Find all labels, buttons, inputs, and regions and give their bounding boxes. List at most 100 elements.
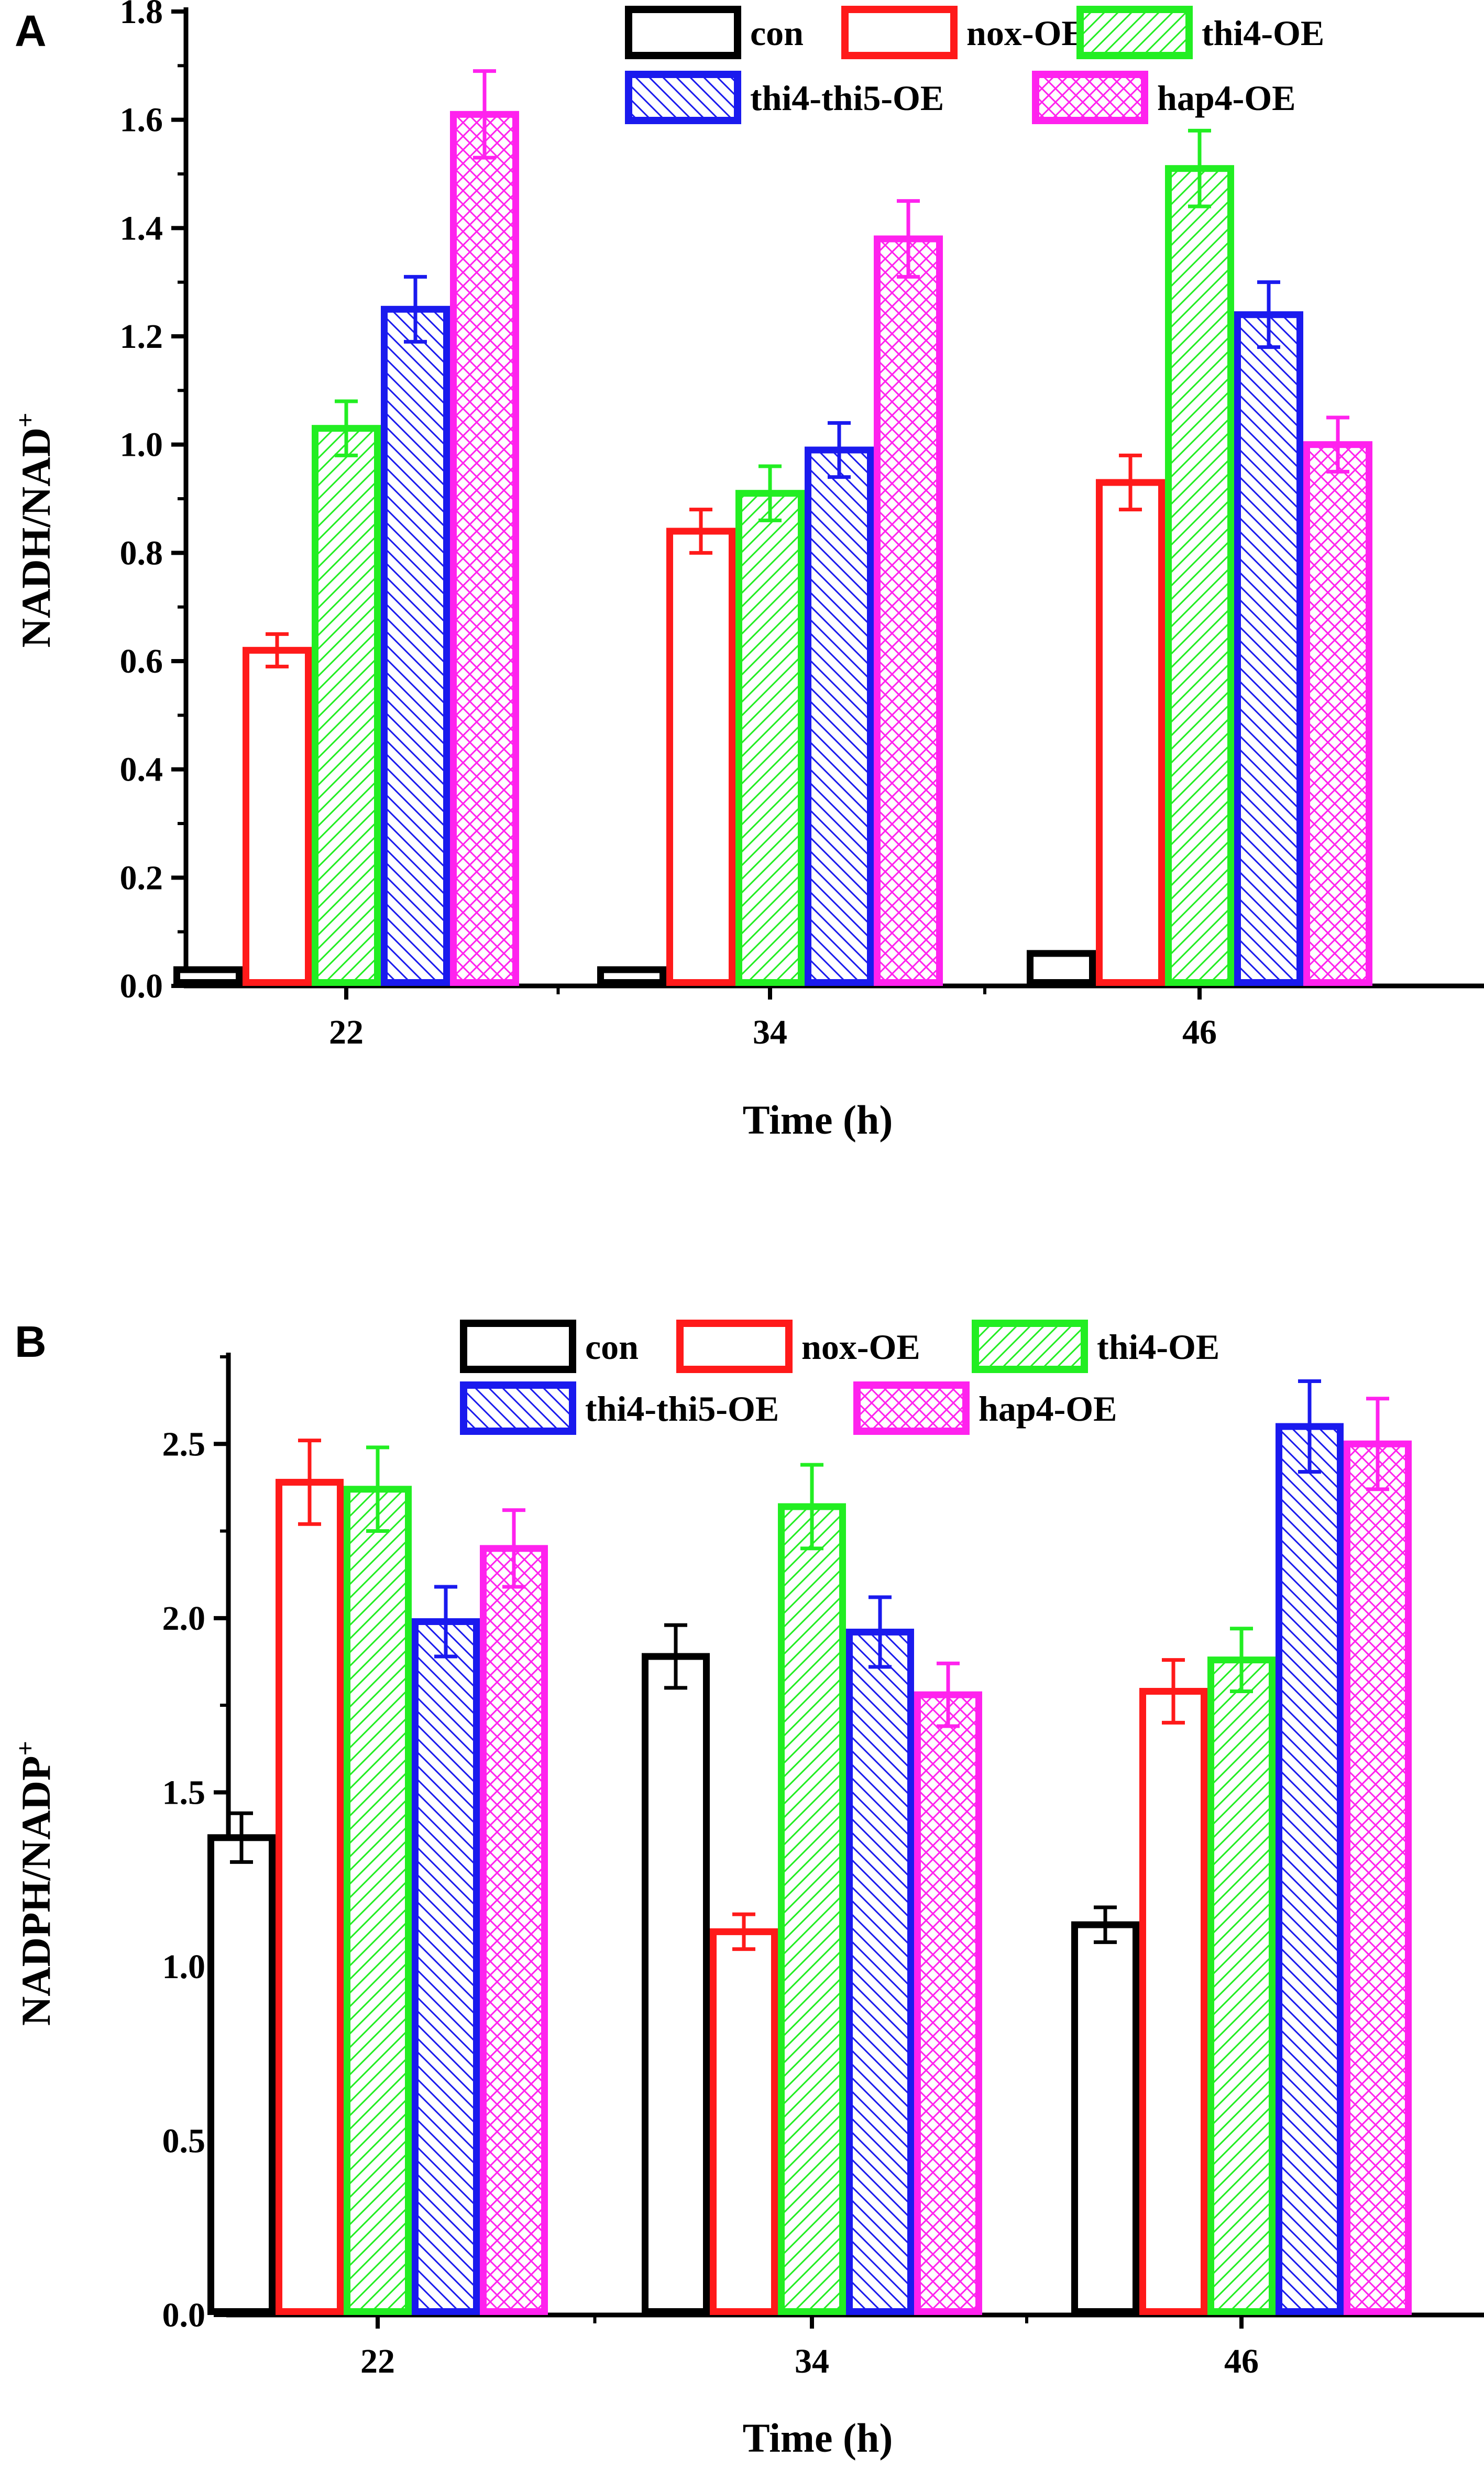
y-tick-label: 1.0 <box>120 426 163 464</box>
error-bar-hap4-OE-34 <box>937 1661 960 1728</box>
legend-swatch-thi4-thi5-OE <box>460 1381 576 1435</box>
bar-nox-OE-22 <box>243 646 312 986</box>
error-bar-con-22 <box>230 1811 253 1864</box>
bar-thi4-thi5-OE-46 <box>1276 1423 1344 2315</box>
y-tick-label: 2.5 <box>162 1425 206 1463</box>
error-bar-nox-OE-22 <box>266 632 289 668</box>
error-bar-thi4-thi5-OE-46 <box>1257 280 1280 349</box>
bar-con-46 <box>1027 950 1096 986</box>
bar-hap4-OE-22 <box>480 1545 548 2315</box>
panel-a-y-axis-title-sup: + <box>10 413 40 428</box>
legend-label-hap4-OE: hap4-OE <box>979 1389 1117 1429</box>
bar-thi4-thi5-OE-22 <box>381 305 450 986</box>
y-tick-label: 0.6 <box>120 642 163 681</box>
error-bar-thi4-OE-46 <box>1188 128 1211 209</box>
panel-a-y-axis-title-main: NADH/NAD <box>13 427 59 648</box>
legend-label-thi4-thi5-OE: thi4-thi5-OE <box>750 78 944 118</box>
panel-letter-b: B <box>15 1317 47 1366</box>
bar-thi4-OE-22 <box>312 425 381 986</box>
y-tick-label: 0.4 <box>120 751 163 789</box>
bar-con-34 <box>597 966 666 986</box>
error-bar-nox-OE-34 <box>732 1912 755 1951</box>
bar-hap4-OE-46 <box>1344 1440 1412 2315</box>
legend-label-nox-OE: nox-OE <box>801 1327 920 1367</box>
error-bar-nox-OE-46 <box>1162 1658 1185 1725</box>
error-bar-hap4-OE-46 <box>1366 1397 1389 1491</box>
error-bar-thi4-thi5-OE-22 <box>404 275 427 344</box>
error-bar-nox-OE-22 <box>298 1439 321 1526</box>
y-tick-label: 0.5 <box>162 2122 206 2160</box>
error-bar-hap4-OE-22 <box>473 69 496 160</box>
panel-a-legend: con nox-OE thi4-OE thi4-thi5-OE hap4-OE <box>625 6 1324 124</box>
y-tick-label: 1.6 <box>120 101 163 139</box>
panel-a-x-axis-title: Time (h) <box>743 1097 893 1143</box>
y-tick-label: 1.4 <box>120 209 163 247</box>
legend-swatch-thi4-thi5-OE <box>625 71 741 124</box>
bar-nox-OE-46 <box>1139 1687 1207 2315</box>
legend-label-con: con <box>585 1327 639 1367</box>
bar-thi4-OE-22 <box>344 1486 412 2316</box>
error-bar-con-34 <box>664 1623 687 1690</box>
panel-a-bars <box>173 69 1372 986</box>
error-bar-thi4-OE-22 <box>366 1445 389 1533</box>
legend-label-thi4-OE: thi4-OE <box>1097 1327 1219 1367</box>
bar-thi4-OE-34 <box>778 1503 846 2315</box>
panel-letter-a: A <box>15 6 47 56</box>
error-bar-thi4-OE-34 <box>759 464 782 522</box>
panel-b-y-axis-title-main: NADPH/NADP <box>13 1755 59 2026</box>
y-tick-label: 0.0 <box>120 967 163 1005</box>
error-bar-nox-OE-34 <box>689 508 712 555</box>
bar-thi4-thi5-OE-34 <box>805 446 874 986</box>
bar-thi4-OE-46 <box>1165 165 1234 986</box>
x-tick-label: 34 <box>753 1013 787 1051</box>
panel-b-bars <box>207 1379 1412 2316</box>
y-tick-label: 2.0 <box>162 1599 206 1638</box>
error-bar-thi4-OE-46 <box>1230 1627 1253 1693</box>
bar-con-34 <box>642 1653 710 2316</box>
error-bar-thi4-OE-34 <box>800 1463 823 1551</box>
legend-label-thi4-thi5-OE: thi4-thi5-OE <box>585 1389 779 1429</box>
panel-a-y-axis-title: NADH/NAD+ <box>10 413 59 648</box>
bar-con-22 <box>207 1834 276 2315</box>
bar-nox-OE-22 <box>276 1478 344 2315</box>
y-tick-label: 0.0 <box>162 2296 206 2334</box>
bar-nox-OE-34 <box>666 528 735 986</box>
legend-label-thi4-OE: thi4-OE <box>1202 13 1324 53</box>
x-tick-label: 22 <box>329 1013 364 1051</box>
legend-swatch-con <box>625 6 741 59</box>
y-tick-label: 0.2 <box>120 859 163 897</box>
y-tick-label: 1.8 <box>120 0 163 31</box>
panel-b-y-axis-title: NADPH/NADP+ <box>10 1741 59 2026</box>
legend-label-hap4-OE: hap4-OE <box>1157 78 1296 118</box>
error-bar-thi4-thi5-OE-34 <box>828 421 851 479</box>
error-bar-thi4-thi5-OE-22 <box>434 1585 457 1659</box>
legend-swatch-hap4-OE <box>1032 71 1148 124</box>
bar-thi4-thi5-OE-46 <box>1234 311 1303 986</box>
error-bar-nox-OE-46 <box>1119 453 1142 512</box>
x-tick-label: 22 <box>360 2342 395 2380</box>
bar-thi4-OE-34 <box>735 490 805 986</box>
bar-thi4-OE-46 <box>1207 1656 1276 2315</box>
legend-swatch-hap4-OE <box>853 1381 970 1435</box>
panel-b-chart: B 0.0 0.5 1.0 1.5 2.0 2.5 22 34 46 con nox-OE thi4… <box>10 1317 1484 2461</box>
panel-a-axes: 0.0 0.2 0.4 0.6 0.8 1.0 1.2 1.4 1.6 1.8 22 34 46 <box>120 0 1484 1051</box>
error-bar-hap4-OE-34 <box>897 199 920 279</box>
bar-hap4-OE-34 <box>914 1691 982 2315</box>
legend-swatch-nox-OE <box>841 6 958 59</box>
bar-con-22 <box>173 966 243 986</box>
x-tick-label: 46 <box>1224 2342 1259 2380</box>
panel-b-legend: con nox-OE thi4-OE thi4-thi5-OE hap4-OE <box>460 1320 1219 1435</box>
y-tick-label: 0.8 <box>120 534 163 572</box>
bar-thi4-thi5-OE-34 <box>846 1628 914 2315</box>
panel-b-x-axis-title: Time (h) <box>743 2415 893 2461</box>
legend-label-nox-OE: nox-OE <box>966 13 1085 53</box>
x-tick-label: 46 <box>1182 1013 1217 1051</box>
y-tick-label: 1.2 <box>120 317 163 356</box>
legend-swatch-con <box>460 1320 576 1373</box>
bar-hap4-OE-22 <box>450 111 519 986</box>
bar-nox-OE-46 <box>1096 479 1165 986</box>
bar-hap4-OE-34 <box>874 235 943 986</box>
error-bar-thi4-thi5-OE-46 <box>1298 1379 1321 1474</box>
x-tick-label: 34 <box>795 2342 829 2380</box>
